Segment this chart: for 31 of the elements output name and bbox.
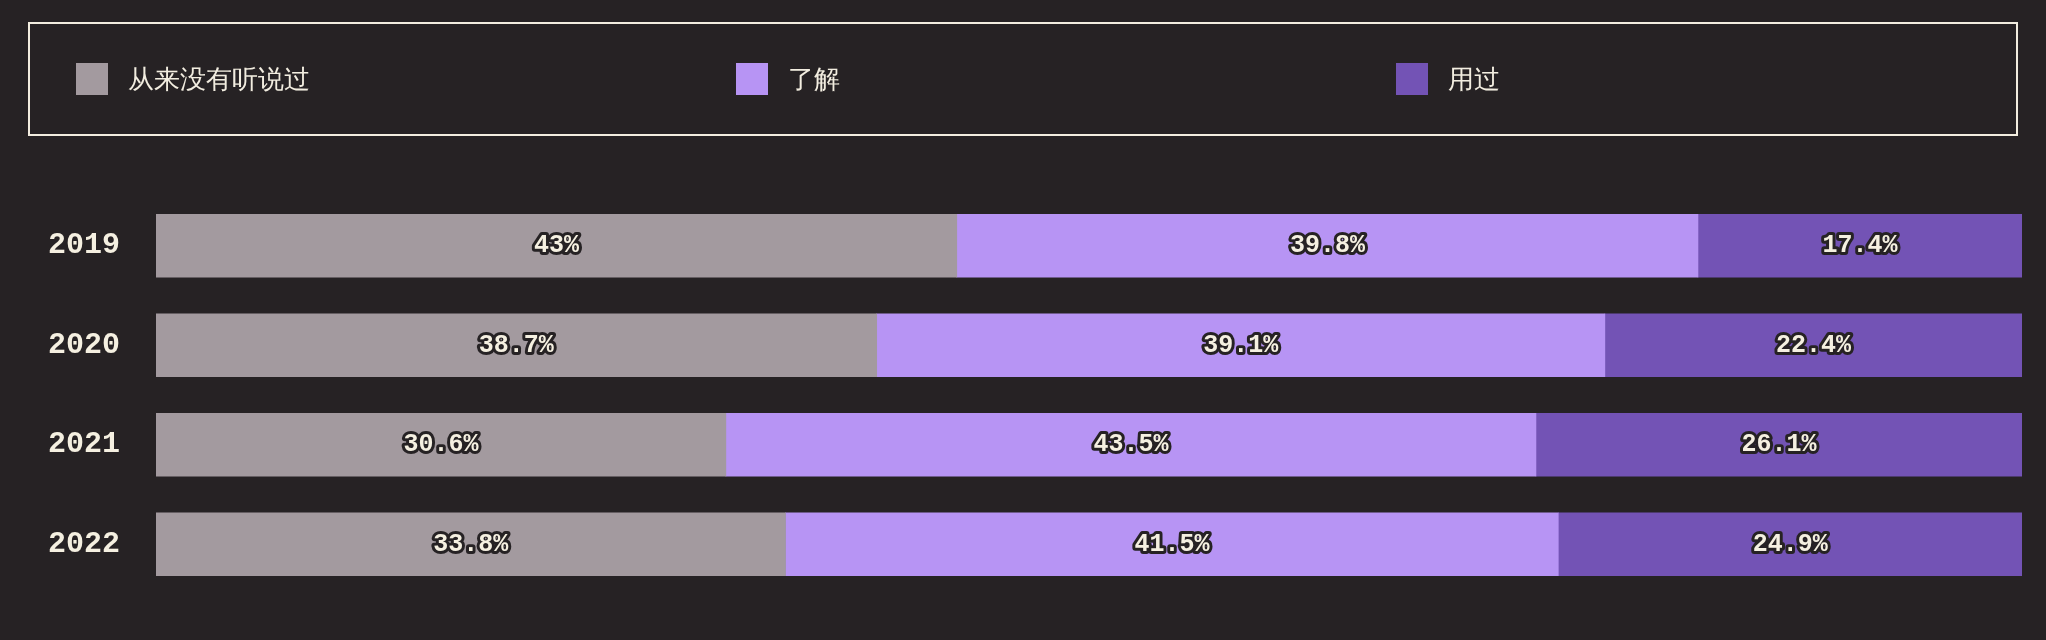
bar [156,213,958,278]
data-label: 41.5% [1134,529,1211,559]
bar [1535,412,2022,477]
bar [1604,313,2022,378]
y-tick-label: 2019 [48,228,121,263]
data-label: 39.8% [1289,231,1366,261]
y-tick-label: 2020 [48,327,121,362]
legend-label: 用过 [1448,62,1500,96]
data-label: 39.1% [1203,330,1280,360]
data-label: 43.5% [1093,430,1170,460]
bar [156,512,786,577]
data-label: 38.7% [478,330,555,360]
data-label: 26.1% [1741,430,1818,460]
bar [1697,213,2022,278]
bar [785,512,1559,577]
legend-label: 从来没有听说过 [128,62,310,96]
bar [725,412,1537,477]
bar [876,313,1606,378]
bar [156,412,727,477]
data-label: 17.4% [1822,231,1899,261]
bar [1557,512,2022,577]
y-tick-label: 2022 [48,526,121,561]
data-label: 43% [533,231,580,261]
bar [956,213,1699,278]
data-label: 30.6% [403,430,480,460]
bar [156,313,878,378]
data-label: 33.8% [433,529,510,559]
data-label: 22.4% [1775,330,1852,360]
y-tick-label: 2021 [48,427,121,462]
legend-label: 了解 [788,62,840,96]
data-label: 24.9% [1752,529,1829,559]
